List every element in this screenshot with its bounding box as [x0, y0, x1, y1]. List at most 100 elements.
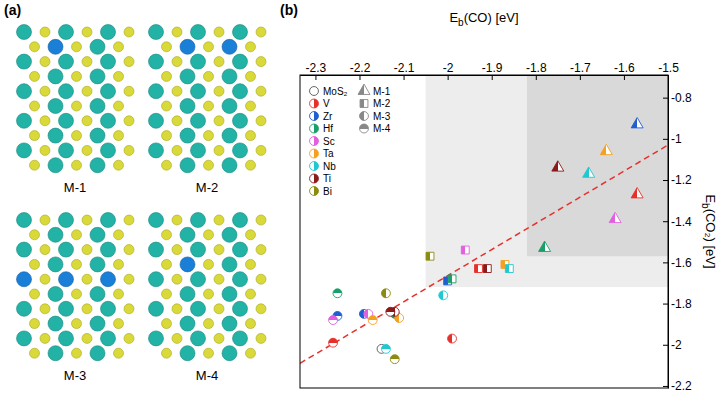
legend-label: Ti: [323, 173, 331, 184]
sulfur-atom: [124, 304, 134, 314]
tick-mark: [536, 75, 537, 80]
legend-label: Nb: [323, 161, 336, 172]
legend-marker: [358, 84, 370, 94]
sulfur-atom: [124, 57, 134, 67]
sulfur-atom: [204, 289, 214, 299]
metal-atom: [180, 287, 195, 302]
tick: -1.8: [663, 297, 692, 311]
sulfur-atom: [30, 131, 40, 141]
sulfur-atom: [40, 215, 50, 225]
data-point: [329, 338, 338, 347]
metal-atom: [17, 272, 32, 287]
data-point: [475, 265, 483, 273]
sulfur-atom: [172, 333, 182, 343]
legend-marker: [310, 112, 319, 121]
sulfur-atom: [214, 145, 224, 155]
tick-mark: [663, 386, 668, 387]
sulfur-atom: [214, 215, 224, 225]
metal-atom: [180, 227, 195, 242]
tick-label: -1.5: [658, 61, 679, 75]
sulfur-atom: [124, 274, 134, 284]
metal-atom: [101, 331, 116, 346]
fit-line: [300, 145, 668, 363]
metal-atom: [17, 242, 32, 257]
metal-atom: [90, 287, 105, 302]
metal-atom: [222, 69, 237, 84]
sulfur-atom: [246, 259, 256, 269]
sulfur-atom: [82, 333, 92, 343]
metal-atom: [101, 213, 116, 228]
sulfur-atom: [82, 27, 92, 37]
sulfur-atom: [256, 304, 266, 314]
legend-marker: [310, 162, 319, 171]
legend-label: M-3: [373, 111, 391, 122]
data-point: [600, 144, 612, 154]
data-point: [329, 316, 338, 325]
sulfur-atom: [30, 259, 40, 269]
tick-mark: [359, 75, 360, 80]
metal-atom: [90, 316, 105, 331]
sulfur-atom: [162, 101, 172, 111]
sulfur-atom: [114, 259, 124, 269]
plot-frame: [300, 75, 668, 388]
y-axis: -2.2-2-1.8-1.6-1.4-1.2-1-0.8: [663, 76, 692, 394]
tick-mark: [448, 75, 449, 80]
sulfur-atom: [214, 274, 224, 284]
metal-atom: [48, 99, 63, 114]
metal-atom: [101, 301, 116, 316]
sulfur-atom: [204, 101, 214, 111]
sulfur-atom: [82, 57, 92, 67]
sulfur-atom: [82, 304, 92, 314]
axis-title-part: (CO₂) [eV]: [703, 209, 718, 269]
metal-atom: [180, 99, 195, 114]
sulfur-atom: [124, 116, 134, 126]
legend-marker: [310, 99, 319, 108]
x-axis: -2.3-2.2-2.1-2-1.9-1.8-1.7-1.6-1.5: [301, 61, 680, 80]
metal-atom: [180, 316, 195, 331]
metal-atom: [233, 25, 248, 40]
axis-title-part: E: [703, 194, 718, 203]
sulfur-atom: [114, 348, 124, 358]
sulfur-atom: [246, 319, 256, 329]
metal-atom: [149, 242, 164, 257]
sulfur-atom: [204, 230, 214, 240]
structure-label: M-1: [64, 180, 86, 195]
tick: -1.6: [663, 256, 692, 270]
sulfur-atom: [172, 57, 182, 67]
metal-atom: [59, 331, 74, 346]
metal-atom: [48, 287, 63, 302]
tick-mark: [492, 75, 493, 80]
legend-label: V: [323, 98, 330, 109]
metal-atom: [149, 54, 164, 69]
tick-label: -1.4: [671, 215, 692, 229]
legend-label: Bi: [323, 186, 332, 197]
tick-mark: [663, 304, 668, 305]
metal-atom: [59, 113, 74, 128]
data-point: [333, 289, 342, 298]
sulfur-atom: [124, 245, 134, 255]
tick-mark: [624, 75, 625, 80]
legend-label: Zr: [323, 111, 333, 122]
tick: -1: [663, 132, 682, 146]
tick: -2.3: [306, 61, 327, 80]
metal-atom: [59, 242, 74, 257]
sulfur-atom: [114, 71, 124, 81]
metal-atom: [90, 39, 105, 54]
legend-label: M-4: [373, 123, 391, 134]
sulfur-atom: [114, 160, 124, 170]
sulfur-atom: [72, 101, 82, 111]
sulfur-atom: [162, 259, 172, 269]
axis-title-part: E: [449, 10, 458, 25]
sulfur-atom: [204, 319, 214, 329]
legend: MoS₂VZrHfScTaNbTiBiM-1M-2M-3M-4: [310, 84, 391, 196]
sulfur-atom: [204, 42, 214, 52]
metal-atom: [48, 227, 63, 242]
metal-atom: [149, 331, 164, 346]
data-point: [552, 161, 564, 171]
sulfur-atom: [246, 348, 256, 358]
metal-atom: [48, 128, 63, 143]
metal-atom: [191, 272, 206, 287]
sulfur-atom: [30, 160, 40, 170]
sulfur-atom: [172, 116, 182, 126]
metal-atom: [90, 257, 105, 272]
